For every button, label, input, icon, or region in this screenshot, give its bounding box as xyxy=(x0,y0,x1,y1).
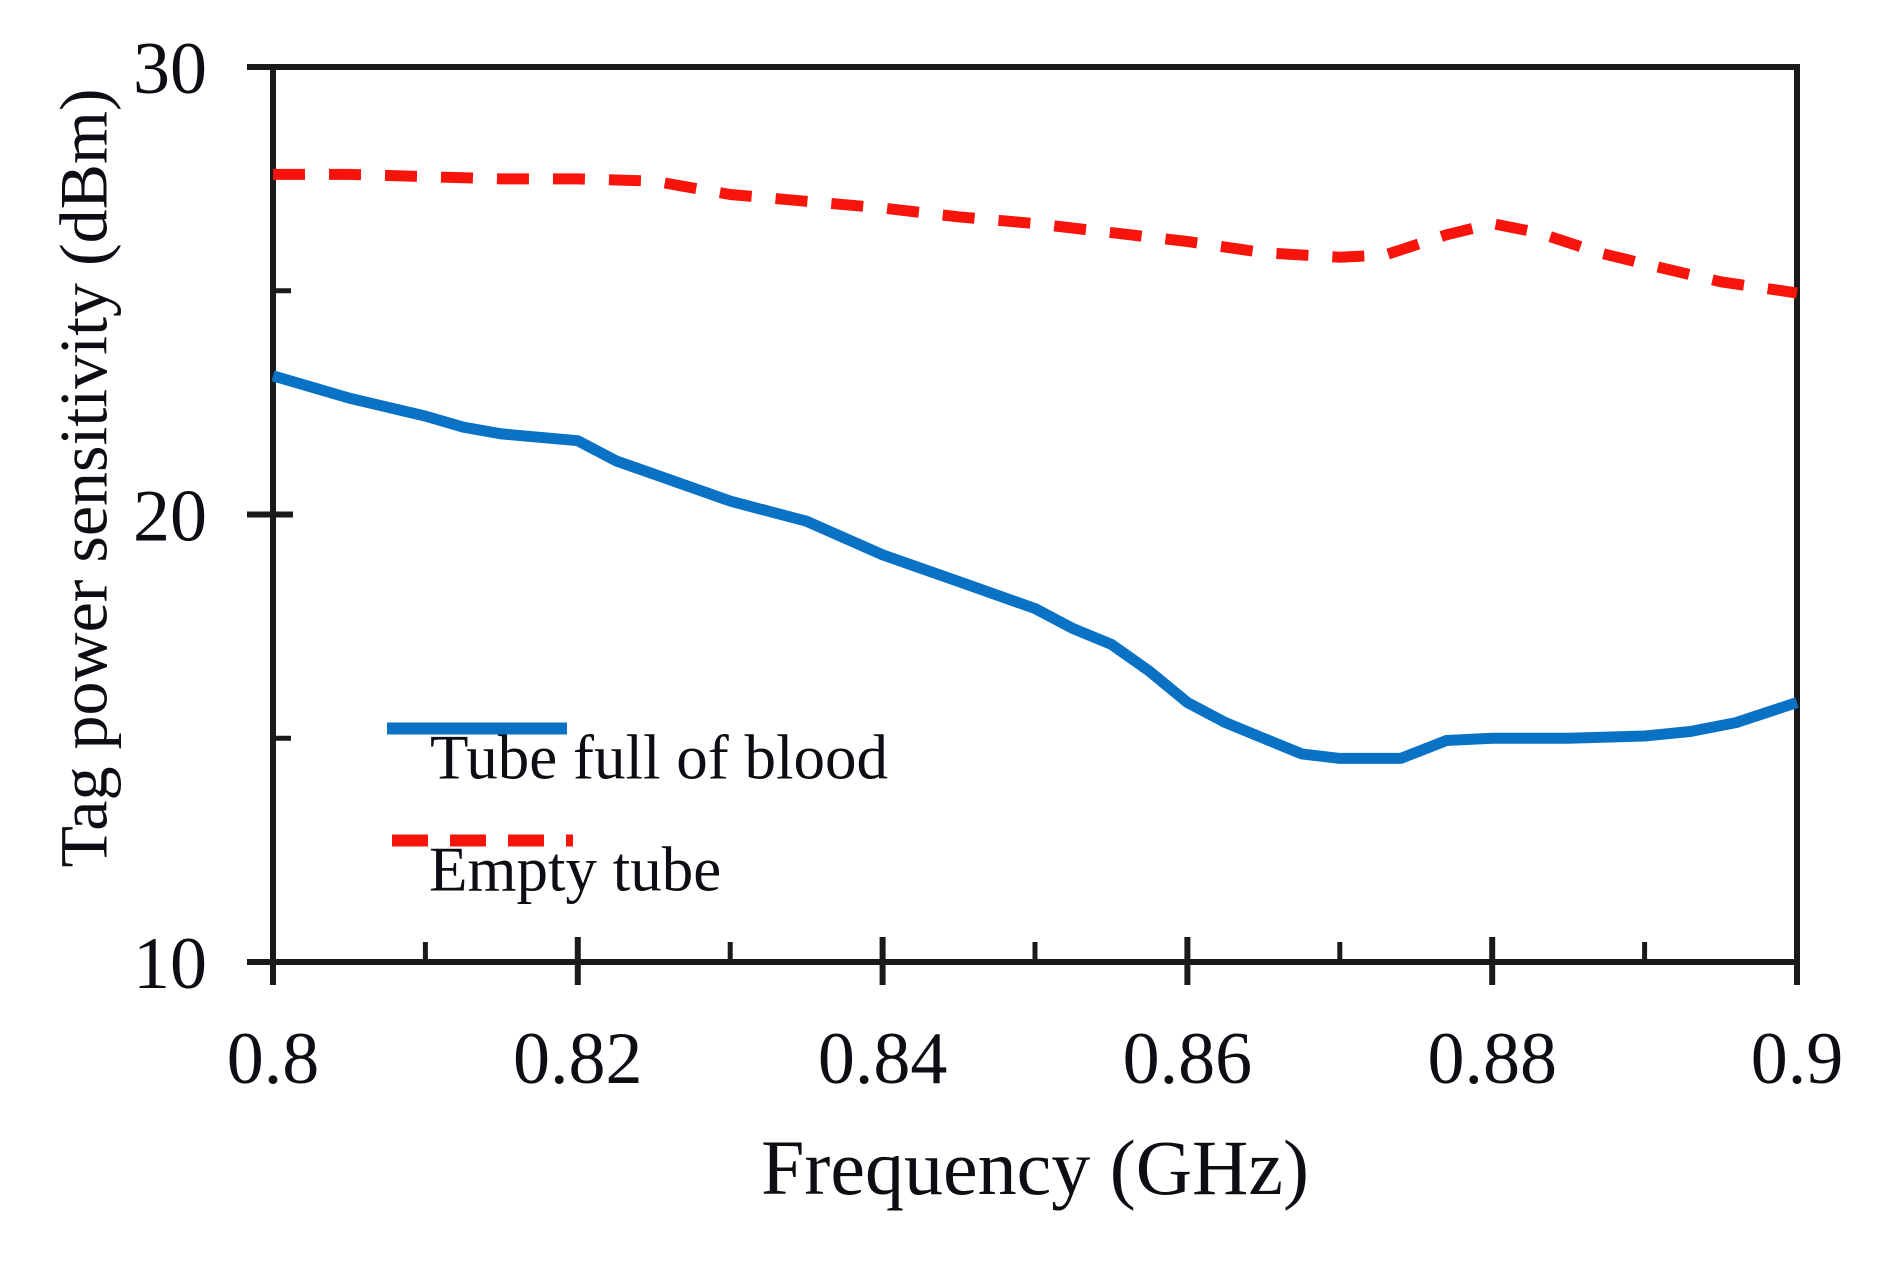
x-tick-label: 0.86 xyxy=(1123,1018,1253,1100)
x-tick-label: 0.8 xyxy=(227,1018,320,1100)
legend-entry-tube-full-of-blood: Tube full of blood xyxy=(387,722,888,795)
dashed-line-swatch-icon xyxy=(392,834,573,847)
y-axis-title: Tag power sensitivity (dBm) xyxy=(45,88,122,868)
x-tick-label: 0.82 xyxy=(513,1018,643,1100)
y-tick-label: 20 xyxy=(133,476,207,558)
solid-line-swatch-icon xyxy=(387,722,567,735)
y-tick-label: 30 xyxy=(133,28,207,110)
plot-border xyxy=(270,64,1800,965)
legend-entry-empty-tube: Empty tube xyxy=(392,834,721,907)
x-axis-title: Frequency (GHz) xyxy=(761,1124,1309,1211)
series-line-empty-tube xyxy=(273,168,1798,299)
x-tick-label: 0.9 xyxy=(1751,1018,1844,1100)
y-tick-label: 10 xyxy=(133,923,207,1005)
series-line-tube-full-of-blood xyxy=(271,370,1799,764)
x-tick-label: 0.84 xyxy=(818,1018,948,1100)
x-tick-label: 0.88 xyxy=(1427,1018,1557,1100)
